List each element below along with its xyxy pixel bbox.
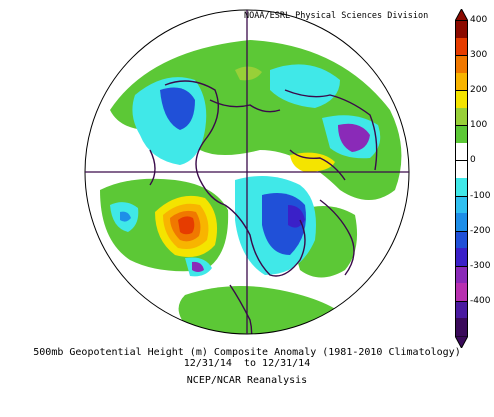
colorbar-label: -200 [470, 225, 491, 236]
colorbar-label: 300 [470, 50, 488, 61]
colorbar-segment [455, 160, 468, 179]
anomaly-fill [100, 40, 402, 334]
colorbar-tick [455, 125, 468, 127]
colorbar-segment [455, 142, 468, 161]
coastlines [149, 80, 378, 334]
colorbar-segment [455, 248, 468, 267]
colorbar-segment [455, 213, 468, 232]
colorbar-tick [455, 265, 468, 267]
colorbar-tick [455, 160, 468, 162]
colorbar-tick [455, 55, 468, 57]
colorbar-segment [455, 318, 468, 337]
colorbar-segment [455, 283, 468, 302]
colorbar-tick [455, 230, 468, 232]
caption-title: 500mb Geopotential Height (m) Composite … [33, 347, 461, 358]
colorbar-segment [455, 90, 468, 109]
colorbar-segment [455, 265, 468, 284]
colorbar-label: -300 [470, 260, 491, 271]
colorbar-tick [455, 20, 468, 21]
colorbar-label: 400 [470, 15, 488, 25]
colorbar-segment [455, 55, 468, 74]
colorbar-segment [455, 20, 468, 38]
colorbar-bottom-arrow [455, 336, 468, 348]
colorbar-tick [455, 195, 468, 197]
colorbar-segment [455, 107, 468, 126]
credit-label: NOAA/ESRL Physical Sciences Division [244, 11, 429, 21]
colorbar-segment [455, 72, 468, 91]
colorbar-segment [455, 230, 468, 249]
colorbar-label: 200 [470, 85, 488, 96]
colorbar-tick [455, 90, 468, 92]
colorbar-label: 0 [470, 155, 476, 166]
caption-dates: 12/31/14 to 12/31/14 [183, 358, 311, 369]
caption-source: NCEP/NCAR Reanalysis [186, 375, 308, 386]
colorbar-label: -100 [470, 190, 491, 201]
colorbar-segment [455, 125, 468, 144]
colorbar: 400 300 200 100 0 -100 -200 -300 -400 [455, 0, 494, 360]
colorbar-label: -400 [470, 295, 491, 306]
colorbar-segment [455, 195, 468, 214]
colorbar-segment [455, 300, 468, 319]
colorbar-segment [455, 178, 468, 196]
colorbar-tick [455, 300, 468, 302]
colorbar-top-arrow [455, 9, 468, 21]
colorbar-label: 100 [470, 120, 488, 131]
colorbar-segment [455, 37, 468, 56]
